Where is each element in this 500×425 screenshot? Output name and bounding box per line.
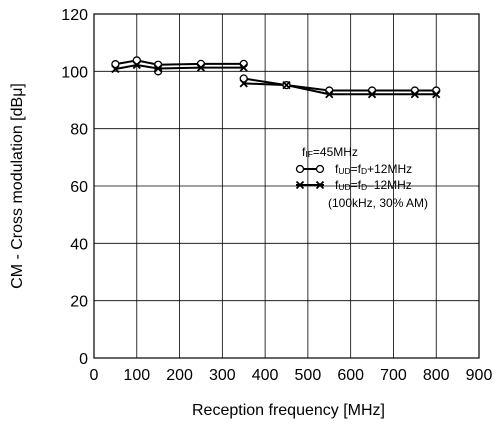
legend-annotation: fIF=45MHz fUD=fD+12MHz fUD=fD–12MHz (100… bbox=[295, 145, 428, 210]
data-point-x bbox=[239, 79, 248, 88]
data-point-circle bbox=[111, 60, 120, 69]
x-tick-label: 100 bbox=[123, 367, 150, 384]
y-tick-label: 100 bbox=[61, 64, 88, 81]
y-axis-ticks: 0 20 40 60 80 100 120 bbox=[61, 7, 88, 368]
legend-entry-2: fUD=fD–12MHz bbox=[295, 178, 412, 192]
data-point-x bbox=[196, 63, 206, 72]
data-point-x bbox=[154, 64, 163, 73]
legend-label-2: fUD=fD–12MHz bbox=[335, 178, 412, 192]
x-tick-label: 400 bbox=[252, 367, 279, 384]
legend-marker-circle bbox=[315, 164, 325, 174]
grid bbox=[94, 14, 479, 358]
data-point-x bbox=[132, 60, 141, 70]
legend-entry-1: fUD=fD+12MHz bbox=[295, 162, 412, 176]
y-tick-label: 120 bbox=[61, 7, 88, 24]
legend-marker-circle bbox=[295, 164, 305, 174]
series bbox=[111, 56, 441, 99]
data-point-x bbox=[111, 64, 120, 74]
data-point-circle bbox=[239, 74, 248, 83]
legend-marker-x bbox=[315, 180, 325, 190]
data-point-x bbox=[410, 90, 419, 99]
x-tick-label: 0 bbox=[90, 367, 99, 384]
legend-label-1: fUD=fD+12MHz bbox=[335, 162, 412, 176]
x-tick-label: 600 bbox=[337, 367, 364, 384]
data-point-x bbox=[432, 90, 441, 99]
x-tick-label: 700 bbox=[380, 367, 407, 384]
data-point-x bbox=[325, 90, 334, 99]
y-tick-label: 20 bbox=[70, 294, 88, 311]
data-point-x bbox=[282, 80, 291, 90]
y-tick-label: 40 bbox=[70, 236, 88, 253]
x-axis-ticks: 0 100 200 300 400 500 600 700 800 900 bbox=[90, 367, 493, 384]
y-tick-label: 0 bbox=[79, 351, 88, 368]
x-tick-label: 300 bbox=[209, 367, 236, 384]
series-line bbox=[243, 82, 437, 96]
data-point-x bbox=[367, 90, 377, 99]
legend-marker-x bbox=[295, 180, 305, 190]
fif-label: fIF=45MHz bbox=[302, 145, 358, 159]
x-tick-label: 900 bbox=[466, 367, 493, 384]
x-tick-label: 200 bbox=[166, 367, 193, 384]
x-axis-title: Reception frequency [MHz] bbox=[192, 402, 385, 419]
y-tick-label: 80 bbox=[70, 122, 88, 139]
y-axis-title: CM - Cross modulation [dBμ] bbox=[9, 83, 26, 289]
plot-frame bbox=[93, 13, 480, 359]
x-tick-label: 500 bbox=[295, 367, 322, 384]
x-tick-label: 800 bbox=[423, 367, 450, 384]
y-tick-label: 60 bbox=[70, 179, 88, 196]
condition-label: (100kHz, 30% AM) bbox=[328, 196, 428, 210]
data-point-x bbox=[239, 63, 248, 72]
